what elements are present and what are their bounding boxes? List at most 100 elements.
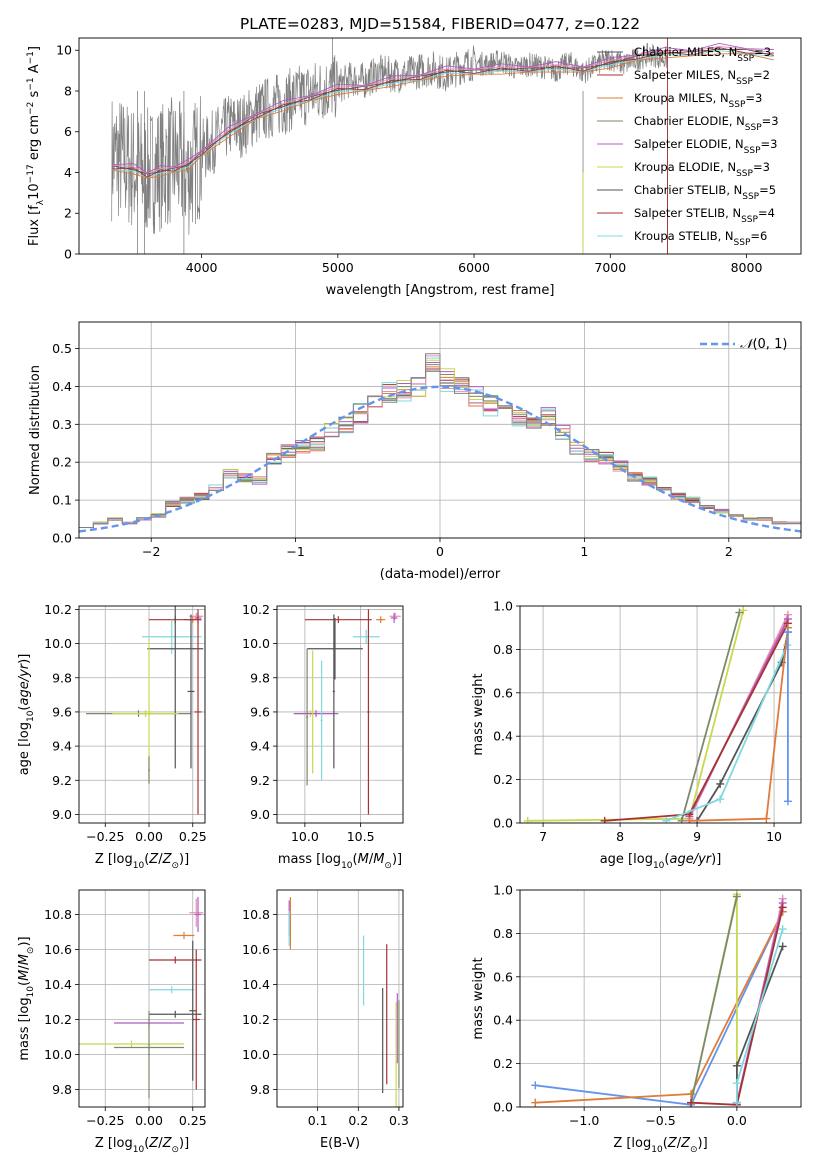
y-tick-label: 9.2: [52, 773, 72, 788]
model-spectrum-line: [111, 53, 774, 179]
legend-label: Kroupa MILES, NSSP=3: [634, 91, 762, 110]
x-axis-label: mass [log10(M/M⊙)]: [278, 852, 402, 871]
mass-vs-z-plot-area: [79, 890, 205, 1107]
x-tick-label: −0.25: [86, 829, 124, 844]
x-tick-label: 0: [436, 544, 444, 559]
legend-label: 𝒩(0, 1): [740, 337, 787, 352]
y-tick-label: 9.8: [52, 1082, 72, 1097]
legend-label: Chabrier STELIB, NSSP=5: [634, 183, 776, 202]
y-tick-label: 9.8: [52, 670, 72, 685]
y-tick-label: 9.4: [250, 739, 270, 754]
mass-weight-vs-z-plot-area: [520, 890, 801, 1107]
x-tick-label: −2: [142, 544, 160, 559]
y-tick-label: 9.2: [250, 773, 270, 788]
axes-frame: [276, 889, 404, 1108]
x-tick-label: 0.00: [135, 829, 163, 844]
x-tick-label: 5000: [322, 260, 354, 275]
weight-line: [690, 896, 738, 1103]
y-tick-label: 10.2: [44, 602, 72, 617]
gaussian-curve: [79, 385, 801, 533]
y-tick-label: 1.0: [493, 883, 513, 898]
y-tick-label: 0.5: [52, 341, 72, 356]
weight-line: [736, 946, 784, 1103]
x-axis-label: age [log10(age/yr)]: [600, 852, 722, 871]
x-axis-label: wavelength [Angstrom, rest frame]: [326, 283, 555, 298]
y-tick-label: 0: [64, 247, 72, 262]
y-tick-label: 0.2: [493, 1056, 513, 1071]
axes-frame: [78, 321, 802, 539]
y-tick-label: 10.2: [242, 1012, 270, 1027]
y-tick-label: 10.2: [242, 602, 270, 617]
x-tick-label: 4000: [186, 260, 218, 275]
x-axis-label: E(B-V): [320, 1136, 360, 1151]
y-tick-label: 10.8: [242, 907, 270, 922]
weight-line: [689, 627, 789, 822]
axes-frame: [78, 37, 802, 255]
model-spectrum-line: [111, 42, 774, 174]
y-tick-label: 10.0: [242, 636, 270, 651]
y-tick-label: 10.4: [242, 977, 270, 992]
age-vs-mass-plot-area: [277, 606, 403, 823]
x-tick-label: 9: [693, 829, 701, 844]
weight-line: [535, 911, 784, 1106]
x-axis-label: Z [log10(Z/Z⊙)]: [95, 1136, 189, 1155]
y-tick-label: 10.6: [242, 942, 270, 957]
y-tick-label: 0.3: [52, 417, 72, 432]
y-tick-label: 0.4: [52, 379, 72, 394]
x-tick-label: 10.0: [291, 829, 319, 844]
x-tick-label: 0.1: [308, 1113, 328, 1128]
mass-weight-vs-age-plot-area: [520, 606, 801, 823]
y-tick-label: 9.6: [52, 704, 72, 719]
axes-frame: [78, 889, 206, 1108]
model-spectrum-line: [111, 46, 774, 174]
mass-vs-ebv-plot-area: [277, 890, 403, 1107]
x-tick-label: −0.25: [86, 1113, 124, 1128]
legend-label: Chabrier ELODIE, NSSP=3: [634, 114, 779, 133]
x-tick-label: 7: [539, 829, 547, 844]
x-tick-label: 0.00: [135, 1113, 163, 1128]
y-tick-label: 2: [64, 206, 72, 221]
y-tick-label: 10.0: [44, 636, 72, 651]
y-tick-label: 0.0: [493, 1100, 513, 1115]
y-tick-label: 9.0: [52, 807, 72, 822]
axes-frame: [78, 605, 206, 824]
legend-label: Kroupa ELODIE, NSSP=3: [634, 160, 770, 179]
y-tick-label: 10.8: [44, 907, 72, 922]
y-tick-label: 9.8: [250, 670, 270, 685]
y-axis-label: mass [log10(M/M⊙)]: [17, 936, 36, 1060]
x-axis-label: Z [log10(Z/Z⊙)]: [95, 852, 189, 871]
y-tick-label: 1.0: [493, 599, 513, 614]
axes-frame: [519, 889, 802, 1108]
y-axis-label: mass weight: [471, 673, 486, 755]
y-tick-label: 0.6: [493, 685, 513, 700]
x-tick-label: 1: [580, 544, 588, 559]
x-tick-label: 7000: [594, 260, 626, 275]
x-tick-label: 0.2: [348, 1113, 368, 1128]
y-tick-label: 10: [56, 43, 72, 58]
y-tick-label: 9.0: [250, 807, 270, 822]
y-tick-label: 9.6: [250, 704, 270, 719]
legend-label: Kroupa STELIB, NSSP=6: [634, 229, 767, 248]
y-axis-label: age [log10(age/yr)]: [17, 654, 36, 776]
model-spectrum-line: [111, 50, 774, 179]
figure-title: PLATE=0283, MJD=51584, FIBERID=0477, z=0…: [240, 15, 640, 33]
y-tick-label: 0.0: [52, 531, 72, 546]
x-tick-label: 0.25: [179, 829, 207, 844]
y-tick-label: 0.2: [52, 455, 72, 470]
x-tick-label: −0.5: [645, 1113, 675, 1128]
spectrum-plot-area: [111, 38, 774, 254]
x-tick-label: 0.25: [179, 1113, 207, 1128]
y-tick-label: 10.0: [242, 1047, 270, 1062]
x-tick-label: 10.5: [347, 829, 375, 844]
weight-line: [680, 612, 741, 822]
x-tick-label: 0.0: [727, 1113, 747, 1128]
x-tick-label: 2: [725, 544, 733, 559]
y-axis-label: Flux [fλ10−17 erg cm−2 s−1 A−1]: [26, 46, 46, 246]
y-tick-label: 0.2: [493, 772, 513, 787]
y-axis-label: Normed distribution: [28, 365, 43, 495]
age-vs-z-plot-area: [79, 606, 205, 823]
y-tick-label: 10.4: [44, 977, 72, 992]
y-tick-label: 6: [64, 124, 72, 139]
